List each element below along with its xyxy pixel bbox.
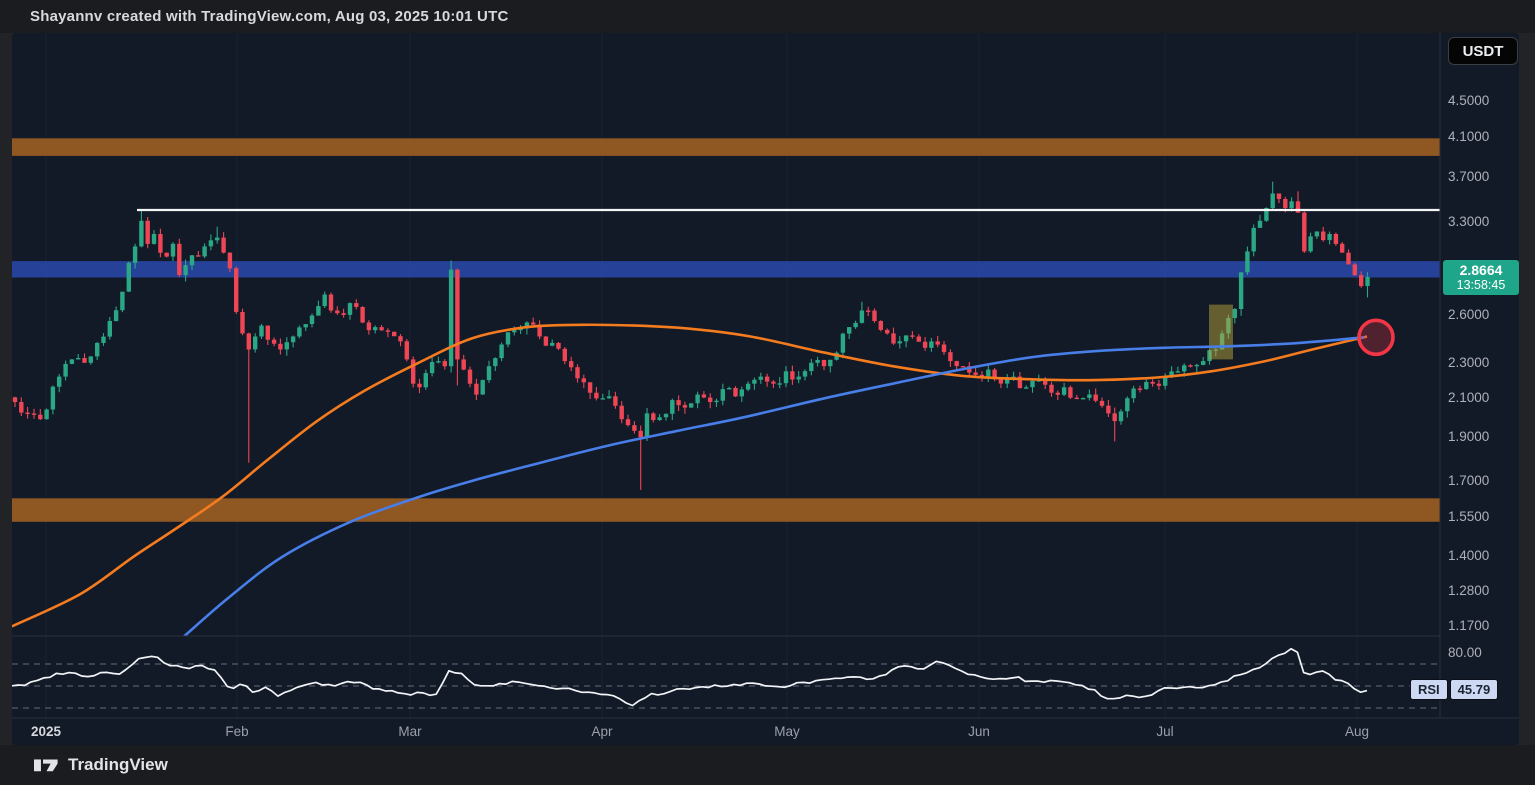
tradingview-brand-text: TradingView [68,755,168,774]
resistance-zone [12,138,1440,156]
month-gridlines [45,33,1358,718]
rsi-value-chip: 45.79 [1449,679,1499,700]
rsi-levels [12,663,1440,709]
chart-canvas[interactable] [12,33,1519,745]
ma-fast-line [182,336,1365,636]
mid-blue-zone [12,261,1440,278]
target-circle-annotation [1357,318,1395,357]
quote-currency-label: USDT [1462,42,1504,60]
chart-panel: 4.5000 4.1000 3.7000 3.3000 2.6000 2.3000 2.10… [12,33,1519,745]
ma-slow-line [12,323,1368,628]
candles [12,181,1370,490]
footer-bar: TradingView [0,745,1535,785]
attribution-bar: Shayannv created with TradingView.com, A… [0,0,1535,33]
attribution-text: Shayannv created with TradingView.com, A… [30,8,509,25]
rsi-value-badges: RSI 45.79 [1410,679,1499,700]
tradingview-logo-icon [34,759,58,772]
support-zone [12,498,1440,522]
rsi-line [12,647,1368,707]
rsi-indicator-chip: RSI [1410,679,1448,700]
bar-countdown: 13:58:45 [1456,278,1506,292]
tradingview-attribution-link[interactable]: TradingView [34,755,168,775]
last-price-value: 2.8664 [1459,262,1503,278]
highlight-box [1209,304,1233,360]
last-price-badge: 2.8664 13:58:45 [1443,260,1519,295]
price-zones [12,138,1440,522]
quote-currency-badge[interactable]: USDT [1448,37,1518,65]
